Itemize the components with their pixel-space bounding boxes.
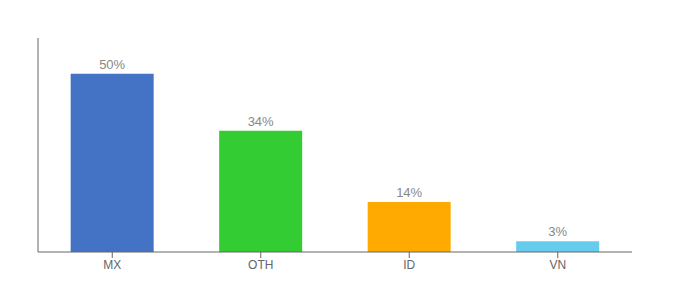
svg-text:14%: 14% bbox=[396, 185, 422, 200]
svg-text:34%: 34% bbox=[248, 114, 274, 129]
svg-text:OTH: OTH bbox=[248, 258, 273, 272]
svg-text:VN: VN bbox=[549, 258, 566, 272]
svg-text:3%: 3% bbox=[548, 224, 567, 239]
svg-text:ID: ID bbox=[403, 258, 415, 272]
svg-text:50%: 50% bbox=[99, 57, 125, 72]
svg-text:MX: MX bbox=[103, 258, 121, 272]
